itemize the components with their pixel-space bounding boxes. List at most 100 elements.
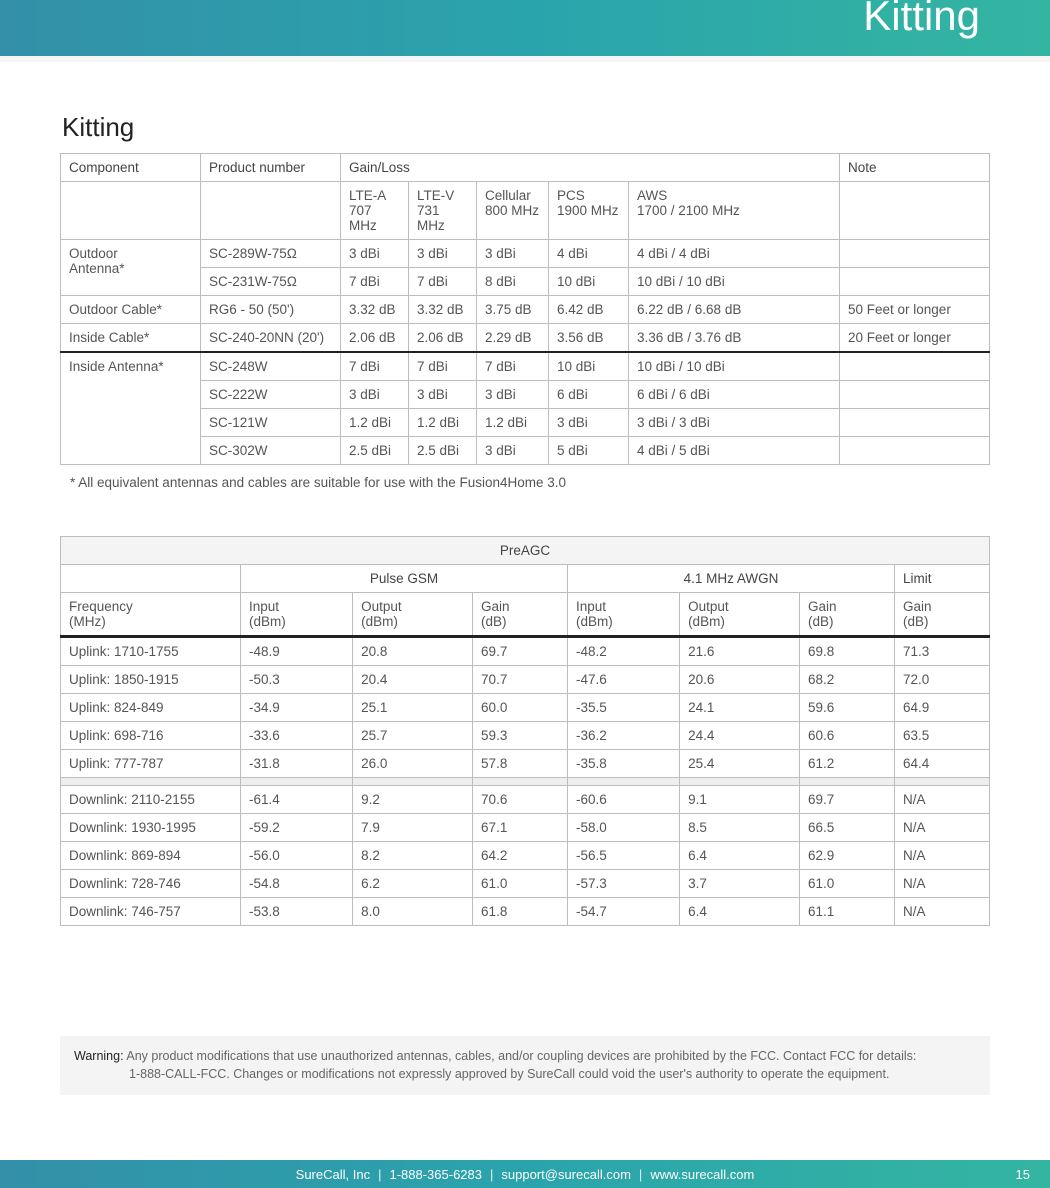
cell-value: 21.6 [680, 637, 800, 666]
cell-value: -58.0 [567, 814, 679, 842]
col-product: Product number [201, 154, 341, 182]
kitting-row: Outdoor Cable*RG6 - 50 (50')3.32 dB3.32 … [61, 296, 990, 324]
cell-value: -48.2 [567, 637, 679, 666]
cell-value: 2.06 dB [409, 324, 477, 353]
col-p-gain: Gain(dB) [473, 593, 568, 637]
cell-product: SC-248W [201, 352, 341, 381]
cell-value: 3.56 dB [549, 324, 629, 353]
kitting-table: Component Product number Gain/Loss Note … [60, 153, 990, 465]
cell-value: 3 dBi / 3 dBi [629, 409, 840, 437]
cell-value: 59.3 [473, 722, 568, 750]
cell-value: -56.0 [241, 842, 353, 870]
cell-freq: Downlink: 2110-2155 [61, 786, 241, 814]
cell-value: 61.2 [800, 750, 895, 778]
cell-product: SC-240-20NN (20') [201, 324, 341, 353]
preagc-row: Uplink: 1850-1915-50.320.470.7-47.620.66… [61, 666, 990, 694]
cell-freq: Uplink: 824-849 [61, 694, 241, 722]
cell-value: -54.8 [241, 870, 353, 898]
cell-value: 1.2 dBi [477, 409, 549, 437]
section-title: Kitting [60, 112, 990, 143]
footer-company: SureCall, Inc [296, 1167, 370, 1182]
warning-label: Warning: [74, 1049, 124, 1063]
cell-value: 61.8 [473, 898, 568, 926]
cell-value: 6 dBi / 6 dBi [629, 381, 840, 409]
kitting-row: SC-302W2.5 dBi2.5 dBi3 dBi5 dBi4 dBi / 5… [61, 437, 990, 465]
cell-note: 50 Feet or longer [840, 296, 990, 324]
cell-product: SC-222W [201, 381, 341, 409]
preagc-row: Downlink: 728-746-54.86.261.0-57.33.761.… [61, 870, 990, 898]
cell-value: 7 dBi [477, 352, 549, 381]
cell-value: 10 dBi [549, 268, 629, 296]
cell-product: RG6 - 50 (50') [201, 296, 341, 324]
cell-value: 7 dBi [409, 352, 477, 381]
cell-value: 6.2 [353, 870, 473, 898]
cell-value: 66.5 [800, 814, 895, 842]
cell-note [840, 240, 990, 268]
col-a-out: Output(dBm) [680, 593, 800, 637]
cell-value: 3.36 dB / 3.76 dB [629, 324, 840, 353]
cell-value: 10 dBi / 10 dBi [629, 268, 840, 296]
cell-value: 20.6 [680, 666, 800, 694]
cell-value: 4 dBi / 4 dBi [629, 240, 840, 268]
cell-note [840, 381, 990, 409]
footer-phone: 1-888-365-6283 [389, 1167, 482, 1182]
cell-value: 25.4 [680, 750, 800, 778]
col-component: Component [61, 154, 201, 182]
kitting-row: Inside Antenna*SC-248W7 dBi7 dBi7 dBi10 … [61, 352, 990, 381]
band-aws: AWS1700 / 2100 MHz [629, 182, 840, 240]
preagc-row: Downlink: 869-894-56.08.264.2-56.56.462.… [61, 842, 990, 870]
group-limit: Limit [894, 565, 989, 593]
cell-value: 62.9 [800, 842, 895, 870]
cell-freq: Uplink: 698-716 [61, 722, 241, 750]
cell-value: 61.1 [800, 898, 895, 926]
cell-value: 7 dBi [409, 268, 477, 296]
cell-value: 59.6 [800, 694, 895, 722]
cell-value: -53.8 [241, 898, 353, 926]
band-cellular: Cellular800 MHz [477, 182, 549, 240]
footer-bar: SureCall, Inc | 1-888-365-6283 | support… [0, 1160, 1050, 1188]
cell-value: -33.6 [241, 722, 353, 750]
cell-value: 2.5 dBi [341, 437, 409, 465]
col-a-in: Input(dBm) [567, 593, 679, 637]
group-awgn: 4.1 MHz AWGN [567, 565, 894, 593]
kitting-row: Inside Cable*SC-240-20NN (20')2.06 dB2.0… [61, 324, 990, 353]
cell-note [840, 437, 990, 465]
preagc-row: Downlink: 746-757-53.88.061.8-54.76.461.… [61, 898, 990, 926]
cell-value: N/A [894, 814, 989, 842]
kitting-footnote: * All equivalent antennas and cables are… [60, 475, 990, 490]
warning-box: Warning: Any product modifications that … [60, 1036, 990, 1095]
cell-component: Inside Cable* [61, 324, 201, 353]
blank-cell [61, 182, 201, 240]
cell-note [840, 409, 990, 437]
cell-value: 3 dBi [409, 381, 477, 409]
cell-value: 3 dBi [409, 240, 477, 268]
header-band: Kitting [0, 0, 1050, 56]
cell-value: 6.22 dB / 6.68 dB [629, 296, 840, 324]
cell-value: 24.4 [680, 722, 800, 750]
cell-value: 4 dBi [549, 240, 629, 268]
blank-cell [61, 565, 241, 593]
cell-value: 70.6 [473, 786, 568, 814]
preagc-group-row: Pulse GSM 4.1 MHz AWGN Limit [61, 565, 990, 593]
cell-value: 64.2 [473, 842, 568, 870]
cell-product: SC-289W-75Ω [201, 240, 341, 268]
cell-value: 3 dBi [341, 381, 409, 409]
cell-note [840, 268, 990, 296]
cell-freq: Downlink: 1930-1995 [61, 814, 241, 842]
footer-page: 15 [1016, 1167, 1030, 1182]
cell-value: 9.2 [353, 786, 473, 814]
cell-product: SC-121W [201, 409, 341, 437]
cell-value: -59.2 [241, 814, 353, 842]
cell-value: -48.9 [241, 637, 353, 666]
cell-value: 3.7 [680, 870, 800, 898]
preagc-row: Downlink: 1930-1995-59.27.967.1-58.08.56… [61, 814, 990, 842]
cell-value: -54.7 [567, 898, 679, 926]
cell-value: 67.1 [473, 814, 568, 842]
cell-value: N/A [894, 870, 989, 898]
col-limit: Gain(dB) [894, 593, 989, 637]
preagc-separator [61, 778, 990, 786]
cell-value: 6.42 dB [549, 296, 629, 324]
cell-value: 3 dBi [549, 409, 629, 437]
cell-value: 72.0 [894, 666, 989, 694]
kitting-header-row: Component Product number Gain/Loss Note [61, 154, 990, 182]
